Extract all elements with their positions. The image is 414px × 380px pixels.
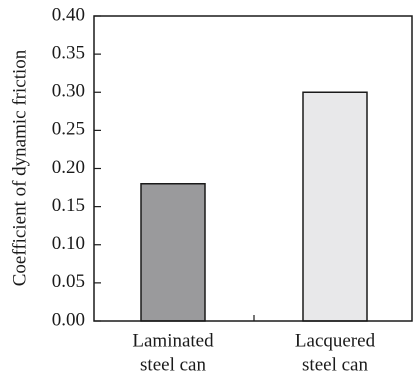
y-tick-label: 0.30 [52,81,85,102]
y-tick-label: 0.20 [52,157,85,178]
bar [140,183,206,322]
category-labels: Laminated steel can Lacquered steel can [132,330,375,375]
y-tick-label: 0.35 [52,42,85,63]
y-tick-label: 0.05 [52,271,85,292]
y-tick-label: 0.40 [52,4,85,25]
plot-frame [93,15,413,322]
y-axis-title: Coefficient of dynamic friction [9,49,30,286]
y-axis-title-group: Coefficient of dynamic friction [9,49,30,286]
category-label: Laminated [132,330,214,351]
y-tick-label: 0.25 [52,119,85,140]
y-tick-label: 0.00 [52,309,85,330]
y-tick-label: 0.10 [52,233,85,254]
category-label: Lacquered [295,330,376,351]
category-label: steel can [302,354,368,375]
category-label: steel can [140,354,206,375]
y-tick-label: 0.15 [52,195,85,216]
bar [302,91,368,322]
bars [140,91,368,322]
y-ticks: 0.00 0.05 0.10 0.15 0.20 0.25 0.30 0.35 0.40 [52,4,101,330]
